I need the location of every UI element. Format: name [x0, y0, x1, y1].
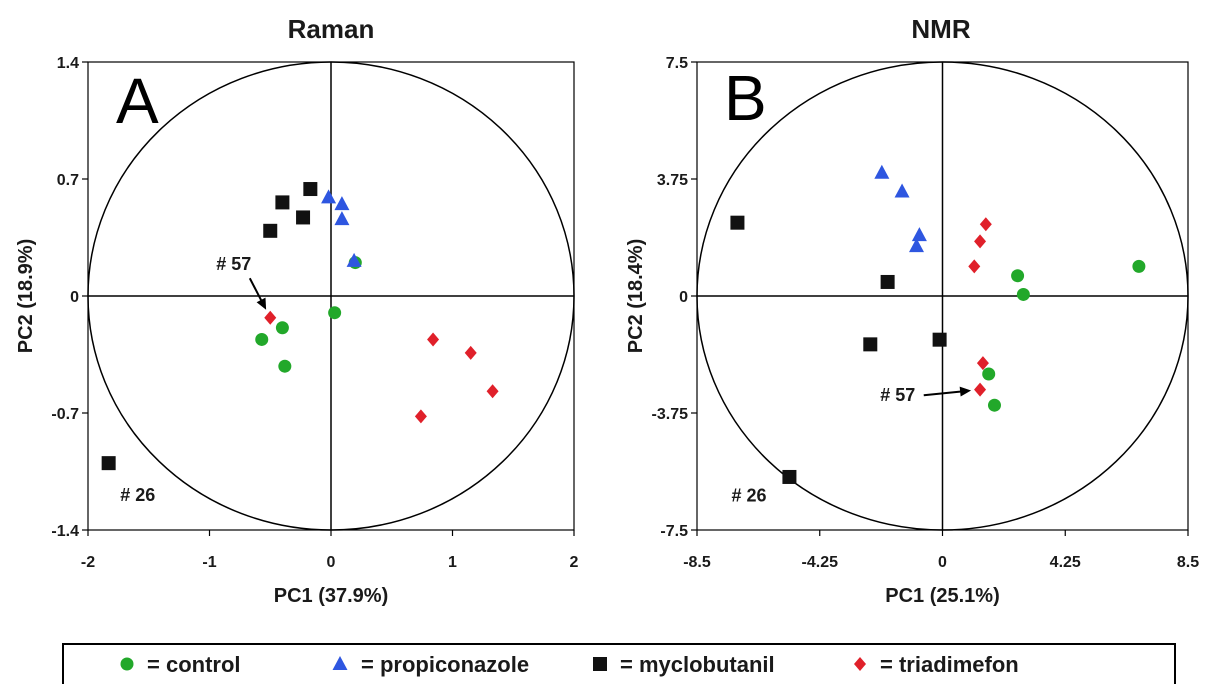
y-tick-label: -0.7 [51, 406, 79, 423]
x-tick-label: 0 [938, 554, 947, 571]
legend-marker-triadimefon [854, 657, 866, 671]
point-propiconazole [334, 196, 350, 211]
legend-item-myclobutanil: = myclobutanil [593, 652, 775, 677]
point-triadimefon [427, 332, 440, 347]
point-control [275, 321, 289, 335]
point-control [278, 359, 292, 373]
point-triadimefon [486, 384, 499, 399]
point-triadimefon [974, 234, 987, 249]
point-control [255, 332, 269, 346]
point-myclobutanil [863, 337, 878, 352]
chart-title: Raman [288, 14, 375, 44]
y-tick-label: 0 [70, 289, 79, 306]
x-tick-label: 8.5 [1177, 554, 1199, 571]
chart-title: NMR [911, 14, 970, 44]
x-axis-label: PC1 (25.1%) [885, 585, 1000, 607]
annotation-label: # 57 [216, 254, 251, 274]
point-propiconazole [346, 252, 362, 267]
point-myclobutanil [880, 274, 895, 289]
annotation-label: # 57 [880, 385, 915, 405]
x-tick-label: -1 [202, 554, 216, 571]
x-tick-label: 1 [448, 554, 457, 571]
y-tick-label: 7.5 [666, 55, 688, 72]
point-myclobutanil [296, 210, 311, 225]
y-tick-label: -3.75 [652, 406, 689, 423]
x-tick-label: 0 [327, 554, 336, 571]
legend-box [62, 643, 1176, 684]
x-tick-label: 4.25 [1050, 554, 1081, 571]
y-tick-label: 0.7 [57, 172, 79, 189]
legend-label-triadimefon: = triadimefon [880, 652, 1019, 677]
point-propiconazole [909, 238, 925, 253]
legend-item-triadimefon: = triadimefon [854, 652, 1019, 677]
point-propiconazole [911, 227, 927, 242]
annotation-arrow [923, 390, 966, 397]
point-control [328, 306, 342, 320]
y-tick-label: -7.5 [660, 523, 688, 540]
y-tick-label: 1.4 [57, 55, 79, 72]
annotation-arrowhead [959, 386, 972, 397]
point-control [1132, 259, 1146, 273]
panel-label: B [724, 62, 767, 134]
point-control [1011, 269, 1025, 283]
point-control [982, 367, 996, 381]
scatter-panel-a: -2 -1 0 1 2 -1.4 -0.7 0 0.7 1.4 Raman A PC1 (37.9%) P… [15, 14, 579, 607]
legend-label-myclobutanil: = myclobutanil [620, 652, 775, 677]
annotation-label: # 26 [120, 485, 155, 505]
point-control [1016, 287, 1030, 301]
x-tick-label: -8.5 [683, 554, 711, 571]
legend-label-propiconazole: = propiconazole [361, 652, 529, 677]
y-tick-label: -1.4 [51, 523, 79, 540]
point-myclobutanil [275, 195, 290, 210]
legend-item-control: = control [120, 652, 241, 677]
annotation-label: # 26 [731, 486, 766, 506]
legend-item-propiconazole: = propiconazole [332, 652, 529, 677]
point-myclobutanil [782, 469, 797, 484]
point-propiconazole [321, 189, 337, 204]
x-tick-label: -4.25 [802, 554, 839, 571]
y-tick-label: 0 [679, 289, 688, 306]
point-triadimefon [264, 310, 277, 325]
point-propiconazole [894, 183, 910, 198]
point-myclobutanil [101, 456, 116, 471]
y-axis-label: PC2 (18.9%) [15, 239, 37, 354]
point-myclobutanil [730, 215, 745, 230]
x-axis-label: PC1 (37.9%) [274, 585, 389, 607]
point-myclobutanil [303, 182, 318, 197]
point-triadimefon [976, 356, 989, 371]
legend-label-control: = control [147, 652, 241, 677]
scatter-panel-b: -8.5 -4.25 0 4.25 8.5 -7.5 -3.75 0 3.75 7.5 NMR B PC… [625, 14, 1199, 607]
point-triadimefon [979, 217, 992, 232]
x-tick-label: -2 [81, 554, 95, 571]
y-axis-label: PC2 (18.4%) [625, 239, 647, 354]
point-control [987, 398, 1001, 412]
panel-label: A [116, 65, 159, 137]
point-myclobutanil [932, 332, 947, 347]
point-triadimefon [968, 259, 981, 274]
point-triadimefon [464, 345, 477, 360]
point-triadimefon [974, 382, 987, 397]
point-propiconazole [334, 211, 350, 226]
legend-marker-myclobutanil [593, 657, 607, 671]
x-tick-label: 2 [570, 554, 579, 571]
point-propiconazole [874, 164, 890, 179]
legend-marker-propiconazole [332, 656, 348, 670]
legend-marker-control [120, 657, 134, 671]
point-myclobutanil [263, 223, 278, 238]
y-tick-label: 3.75 [657, 172, 688, 189]
legend: = control = propiconazole = myclobutanil = … [62, 643, 1176, 684]
annotation-arrowhead [256, 297, 267, 310]
point-triadimefon [414, 409, 427, 424]
